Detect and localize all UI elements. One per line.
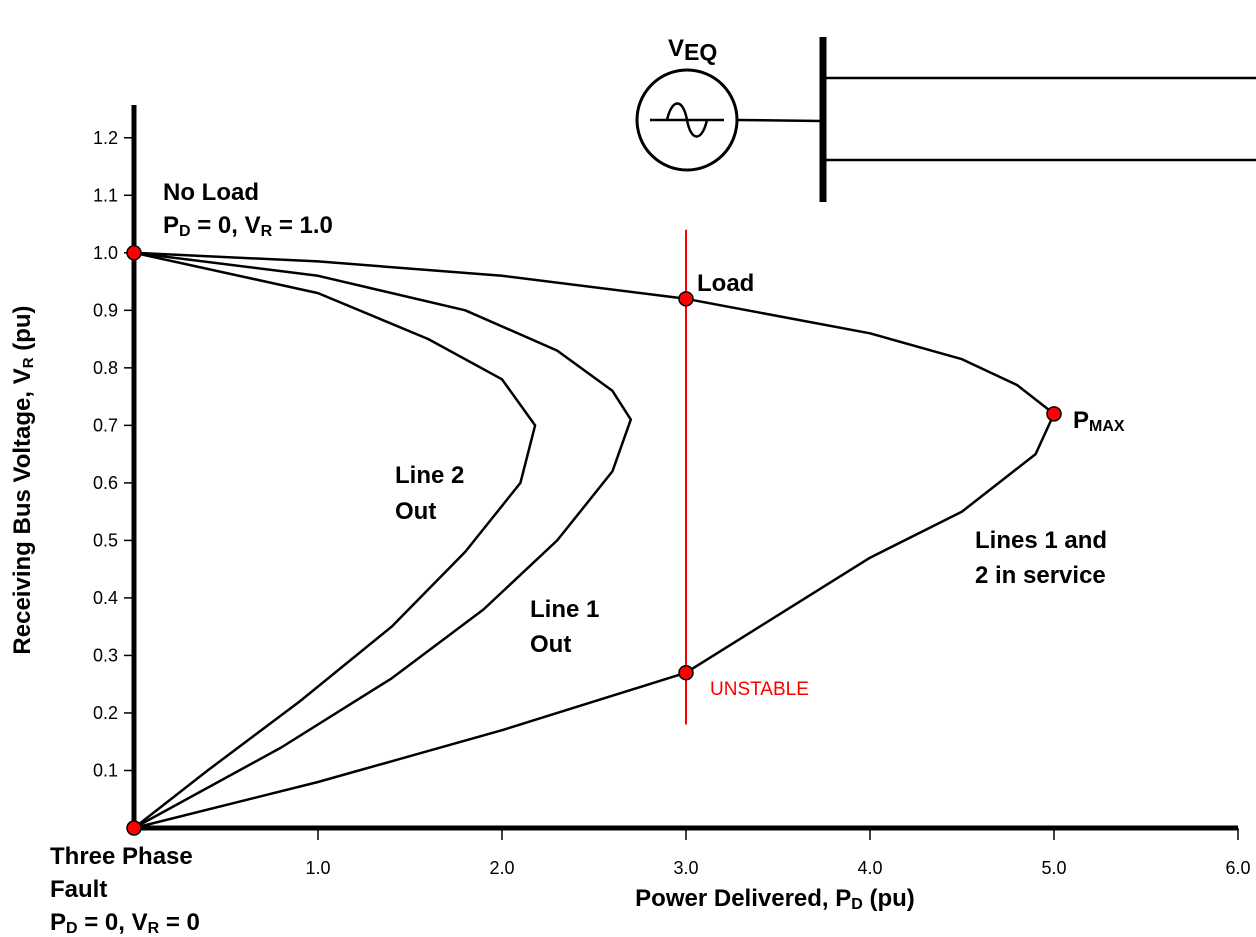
text-part: P bbox=[163, 212, 179, 239]
point bbox=[678, 664, 694, 681]
y-tick-label: 0.7 bbox=[93, 415, 118, 435]
y-tick-label: 0.9 bbox=[93, 300, 118, 320]
text-part: Power Delivered, P bbox=[635, 885, 851, 912]
subscript: R bbox=[148, 920, 160, 937]
y-tick-label: 0.1 bbox=[93, 760, 118, 780]
source-label: VEQ bbox=[668, 35, 717, 65]
y-tick-label: 0.4 bbox=[93, 588, 118, 608]
annotation: PMAX bbox=[1073, 407, 1125, 435]
text-part: V bbox=[668, 35, 684, 62]
y-tick-label: 0.3 bbox=[93, 645, 118, 665]
annotation: Line 2 bbox=[395, 462, 464, 489]
text-part: P bbox=[50, 909, 66, 936]
y-tick-label: 0.2 bbox=[93, 703, 118, 723]
point bbox=[678, 291, 694, 307]
text-part: (pu) bbox=[863, 885, 915, 912]
x-tick-label: 5.0 bbox=[1041, 858, 1066, 878]
curve bbox=[133, 251, 537, 829]
text-part: = 0 bbox=[159, 909, 200, 936]
x-tick-label: 4.0 bbox=[857, 858, 882, 878]
curve bbox=[133, 251, 1056, 830]
point bbox=[126, 245, 142, 261]
text-part: = 0, V bbox=[191, 212, 261, 239]
x-tick-label: 3.0 bbox=[673, 858, 698, 878]
annotation: Out bbox=[395, 498, 436, 525]
annotation: Fault bbox=[50, 876, 107, 903]
text-part: = 1.0 bbox=[272, 212, 333, 239]
sine-symbol bbox=[665, 102, 709, 138]
annotation: Out bbox=[530, 631, 571, 658]
subscript: D bbox=[851, 896, 863, 913]
subscript: EQ bbox=[684, 39, 717, 65]
annotation: 2 in service bbox=[975, 562, 1106, 589]
annotation: No Load bbox=[163, 179, 259, 206]
x-axis-title: Power Delivered, PD (pu) bbox=[635, 885, 915, 913]
annotation: Load bbox=[697, 270, 754, 297]
point bbox=[126, 820, 142, 836]
subscript: R bbox=[261, 223, 273, 240]
text-part: (pu) bbox=[9, 305, 36, 357]
text-part: = 0, V bbox=[78, 909, 148, 936]
annotation: Three Phase bbox=[50, 843, 193, 870]
text-part: P bbox=[1073, 407, 1089, 434]
annotation: Lines 1 and bbox=[975, 527, 1107, 554]
circuit-diagram bbox=[635, 37, 1256, 202]
annotation: UNSTABLE bbox=[710, 679, 809, 700]
y-tick-label: 0.5 bbox=[93, 530, 118, 550]
y-tick-label: 0.8 bbox=[93, 358, 118, 378]
y-tick-label: 1.0 bbox=[93, 243, 118, 263]
annotation: PD = 0, VR = 0 bbox=[50, 909, 200, 937]
annotation: Line 1 bbox=[530, 596, 599, 623]
x-tick-label: 6.0 bbox=[1225, 858, 1250, 878]
y-axis-title: Receiving Bus Voltage, VR (pu) bbox=[9, 305, 37, 654]
y-tick-label: 1.1 bbox=[93, 185, 118, 205]
subscript: R bbox=[20, 357, 37, 368]
subscript: D bbox=[179, 223, 191, 240]
curve bbox=[133, 251, 633, 830]
annotation: PD = 0, VR = 1.0 bbox=[163, 212, 333, 240]
x-tick-label: 1.0 bbox=[305, 858, 330, 878]
y-tick-label: 1.2 bbox=[93, 128, 118, 148]
text-part: Receiving Bus Voltage, V bbox=[9, 368, 36, 654]
x-tick-label: 2.0 bbox=[489, 858, 514, 878]
subscript: MAX bbox=[1089, 418, 1125, 435]
feeder bbox=[736, 118, 823, 123]
point bbox=[1046, 406, 1062, 422]
subscript: D bbox=[66, 920, 78, 937]
y-tick-label: 0.6 bbox=[93, 473, 118, 493]
